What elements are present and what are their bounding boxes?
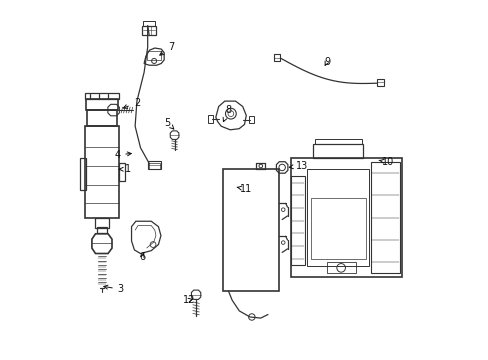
Bar xyxy=(142,26,156,35)
Bar xyxy=(248,116,254,123)
Bar xyxy=(314,139,361,144)
Bar xyxy=(306,169,368,266)
Text: 2: 2 xyxy=(123,98,140,108)
Bar xyxy=(273,54,280,61)
Bar xyxy=(80,158,86,190)
Bar xyxy=(223,169,278,291)
Text: 11: 11 xyxy=(237,184,252,194)
Text: 3: 3 xyxy=(103,284,123,294)
Text: 4: 4 xyxy=(114,150,131,160)
Text: 5: 5 xyxy=(164,118,173,129)
Text: 7: 7 xyxy=(160,42,174,55)
Text: 8: 8 xyxy=(223,105,231,122)
Text: 1: 1 xyxy=(119,164,131,174)
Bar xyxy=(290,158,402,277)
Bar xyxy=(370,162,399,273)
Bar xyxy=(86,110,117,126)
Text: 9: 9 xyxy=(323,57,329,67)
Text: 12: 12 xyxy=(183,295,195,305)
Bar xyxy=(85,93,119,99)
Bar xyxy=(207,116,213,123)
Bar xyxy=(376,79,383,86)
Bar xyxy=(148,163,160,169)
Text: 13: 13 xyxy=(289,161,307,171)
Bar xyxy=(147,51,161,60)
Bar xyxy=(119,163,125,181)
Bar xyxy=(85,126,119,218)
Bar xyxy=(313,144,363,158)
Bar xyxy=(85,99,118,110)
Text: 6: 6 xyxy=(139,252,145,262)
Bar xyxy=(147,161,161,169)
Bar xyxy=(96,227,107,233)
Bar xyxy=(95,218,108,228)
Bar xyxy=(310,198,365,259)
Bar xyxy=(143,22,155,26)
Bar xyxy=(326,262,355,273)
Bar xyxy=(290,176,305,265)
Text: 10: 10 xyxy=(378,157,393,167)
